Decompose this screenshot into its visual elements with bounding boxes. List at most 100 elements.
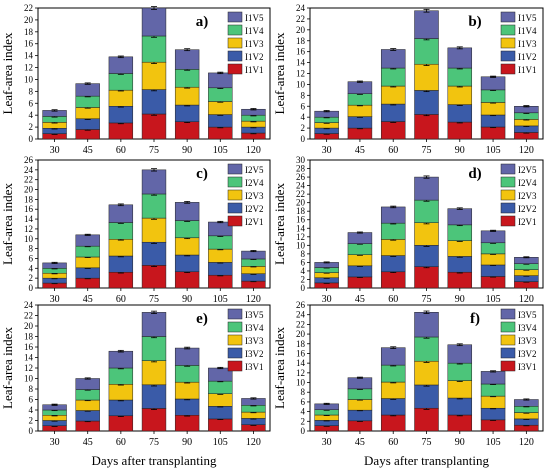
legend-swatch-i3v4 (227, 321, 243, 333)
legend-swatch-i2v3 (500, 189, 516, 201)
bar-segment-i2v5-45 (75, 234, 100, 247)
bar-segment-i3v1-45 (347, 420, 373, 432)
bar-segment-i1v3-60 (380, 85, 406, 105)
y-tick-label: 22 (296, 319, 305, 329)
bar-segment-i2v5-75 (414, 176, 439, 201)
legend-swatch-i1v3 (500, 37, 516, 49)
x-tick-label: 45 (83, 145, 93, 156)
bar-segment-i3v3-60 (380, 381, 406, 399)
x-tick-label: 105 (213, 437, 228, 448)
y-tick-label: 6 (301, 397, 306, 407)
bar-segment-i3v4-75 (414, 336, 439, 362)
legend-label-i3v1: I3V1 (518, 362, 537, 372)
y-tick-label: 0 (301, 426, 306, 436)
y-tick-label: 2 (301, 274, 306, 284)
y-tick-label: 4 (301, 407, 306, 417)
error-bar (490, 229, 497, 232)
bar-segment-i3v5-90 (174, 347, 200, 366)
bar-segment-i2v1-60 (108, 271, 134, 289)
bar-segment-i2v3-75 (141, 217, 167, 243)
x-tick-label: 60 (116, 294, 126, 305)
x-tick-label: 120 (519, 437, 534, 448)
y-tick-label: 18 (296, 36, 306, 46)
error-bar (184, 201, 191, 204)
bar-segment-i2v5-75 (141, 169, 167, 195)
error-bar (490, 75, 497, 78)
error-bar (523, 398, 530, 401)
x-tick-label: 45 (83, 437, 93, 448)
bar-segment-i1v3-75 (414, 63, 439, 91)
bar-segment-i1v1-105 (480, 126, 506, 140)
legend-swatch-i2v2 (500, 202, 516, 214)
error-bar (84, 377, 91, 380)
bar-segment-i2v2-105 (480, 264, 506, 277)
y-tick-label: 20 (296, 329, 306, 339)
bar-segment-i2v1-105 (480, 276, 506, 289)
y-tick-label: 12 (24, 63, 33, 73)
bar-segment-i1v5-105 (208, 72, 233, 89)
legend-swatch-i2v4 (500, 176, 516, 188)
bar-segment-i3v2-45 (75, 410, 100, 422)
error-bar (184, 48, 191, 52)
y-tick-label: 22 (24, 3, 33, 13)
legend-label-i1v3: I1V3 (245, 39, 264, 49)
bar-segment-i3v4-60 (380, 364, 406, 383)
y-tick-label: 8 (301, 249, 306, 259)
error-bar (250, 108, 257, 111)
y-tick-label: 14 (24, 214, 34, 224)
legend: I3V5 I3V4 I3V3 I3V2 I3V1 (227, 308, 264, 372)
legend-swatch-i2v1 (227, 215, 243, 227)
x-tick-label: 75 (149, 294, 159, 305)
y-tick-label: 16 (24, 204, 34, 214)
x-tick-label: 120 (519, 294, 534, 305)
bar-segment-i1v3-105 (480, 102, 506, 116)
bar-segment-i1v5-45 (347, 81, 373, 94)
error-bar (423, 310, 430, 314)
bar-segment-i3v4-105 (208, 380, 233, 394)
bar-segment-i1v1-60 (380, 121, 406, 140)
error-bar (51, 403, 58, 406)
x-tick-label: 120 (246, 294, 261, 305)
bar-segment-i1v5-90 (174, 49, 200, 70)
x-tick-label: 90 (455, 294, 465, 305)
bar-segment-i2v5-90 (174, 202, 200, 221)
bar-segment-i2v4-120 (241, 258, 266, 267)
legend-label-i3v4: I3V4 (518, 323, 537, 333)
y-tick-label: 4 (29, 110, 34, 120)
y-tick-label: 14 (24, 353, 34, 363)
x-tick-label: 105 (213, 145, 228, 156)
y-tick-label: 18 (24, 194, 34, 204)
y-tick-label: 20 (24, 321, 34, 331)
x-tick-label: 30 (322, 145, 332, 156)
y-tick-label: 16 (296, 47, 306, 57)
y-axis-title: Leaf-area index (272, 183, 287, 265)
y-tick-label: 14 (296, 358, 306, 368)
bar-segment-i3v4-75 (141, 336, 167, 361)
legend-swatch-i1v2 (227, 50, 243, 62)
y-tick-label: 4 (29, 405, 34, 415)
bar-segment-i3v1-45 (75, 420, 100, 432)
error-bar (490, 370, 497, 373)
legend: I1V5 I1V4 I1V3 I1V2 I1V1 (227, 11, 264, 75)
bar-segment-i3v5-75 (141, 312, 167, 337)
bar-segment-i2v4-60 (380, 222, 406, 240)
bar-segment-i2v3-60 (380, 239, 406, 256)
bar-segment-i2v1-75 (414, 266, 439, 289)
bar-segment-i2v2-60 (108, 255, 134, 273)
y-tick-label: 24 (296, 3, 306, 13)
y-tick-label: 12 (296, 368, 305, 378)
bar-segment-i2v2-75 (414, 245, 439, 267)
x-tick-label: 45 (355, 437, 365, 448)
bar-segment-i2v4-90 (447, 224, 473, 241)
bar-segment-i2v4-75 (414, 199, 439, 223)
y-tick-label: 4 (301, 112, 306, 122)
bar-segment-i3v3-90 (174, 381, 200, 400)
x-tick-label: 105 (486, 145, 501, 156)
error-bar (390, 48, 397, 51)
legend-swatch-i2v4 (227, 176, 243, 188)
bar-segment-i1v5-75 (141, 7, 167, 37)
bar-segment-i3v4-45 (75, 389, 100, 401)
bar-segment-i1v4-75 (414, 38, 439, 65)
bar-segment-i3v3-75 (414, 360, 439, 386)
bar-segment-i3v2-90 (447, 397, 473, 416)
